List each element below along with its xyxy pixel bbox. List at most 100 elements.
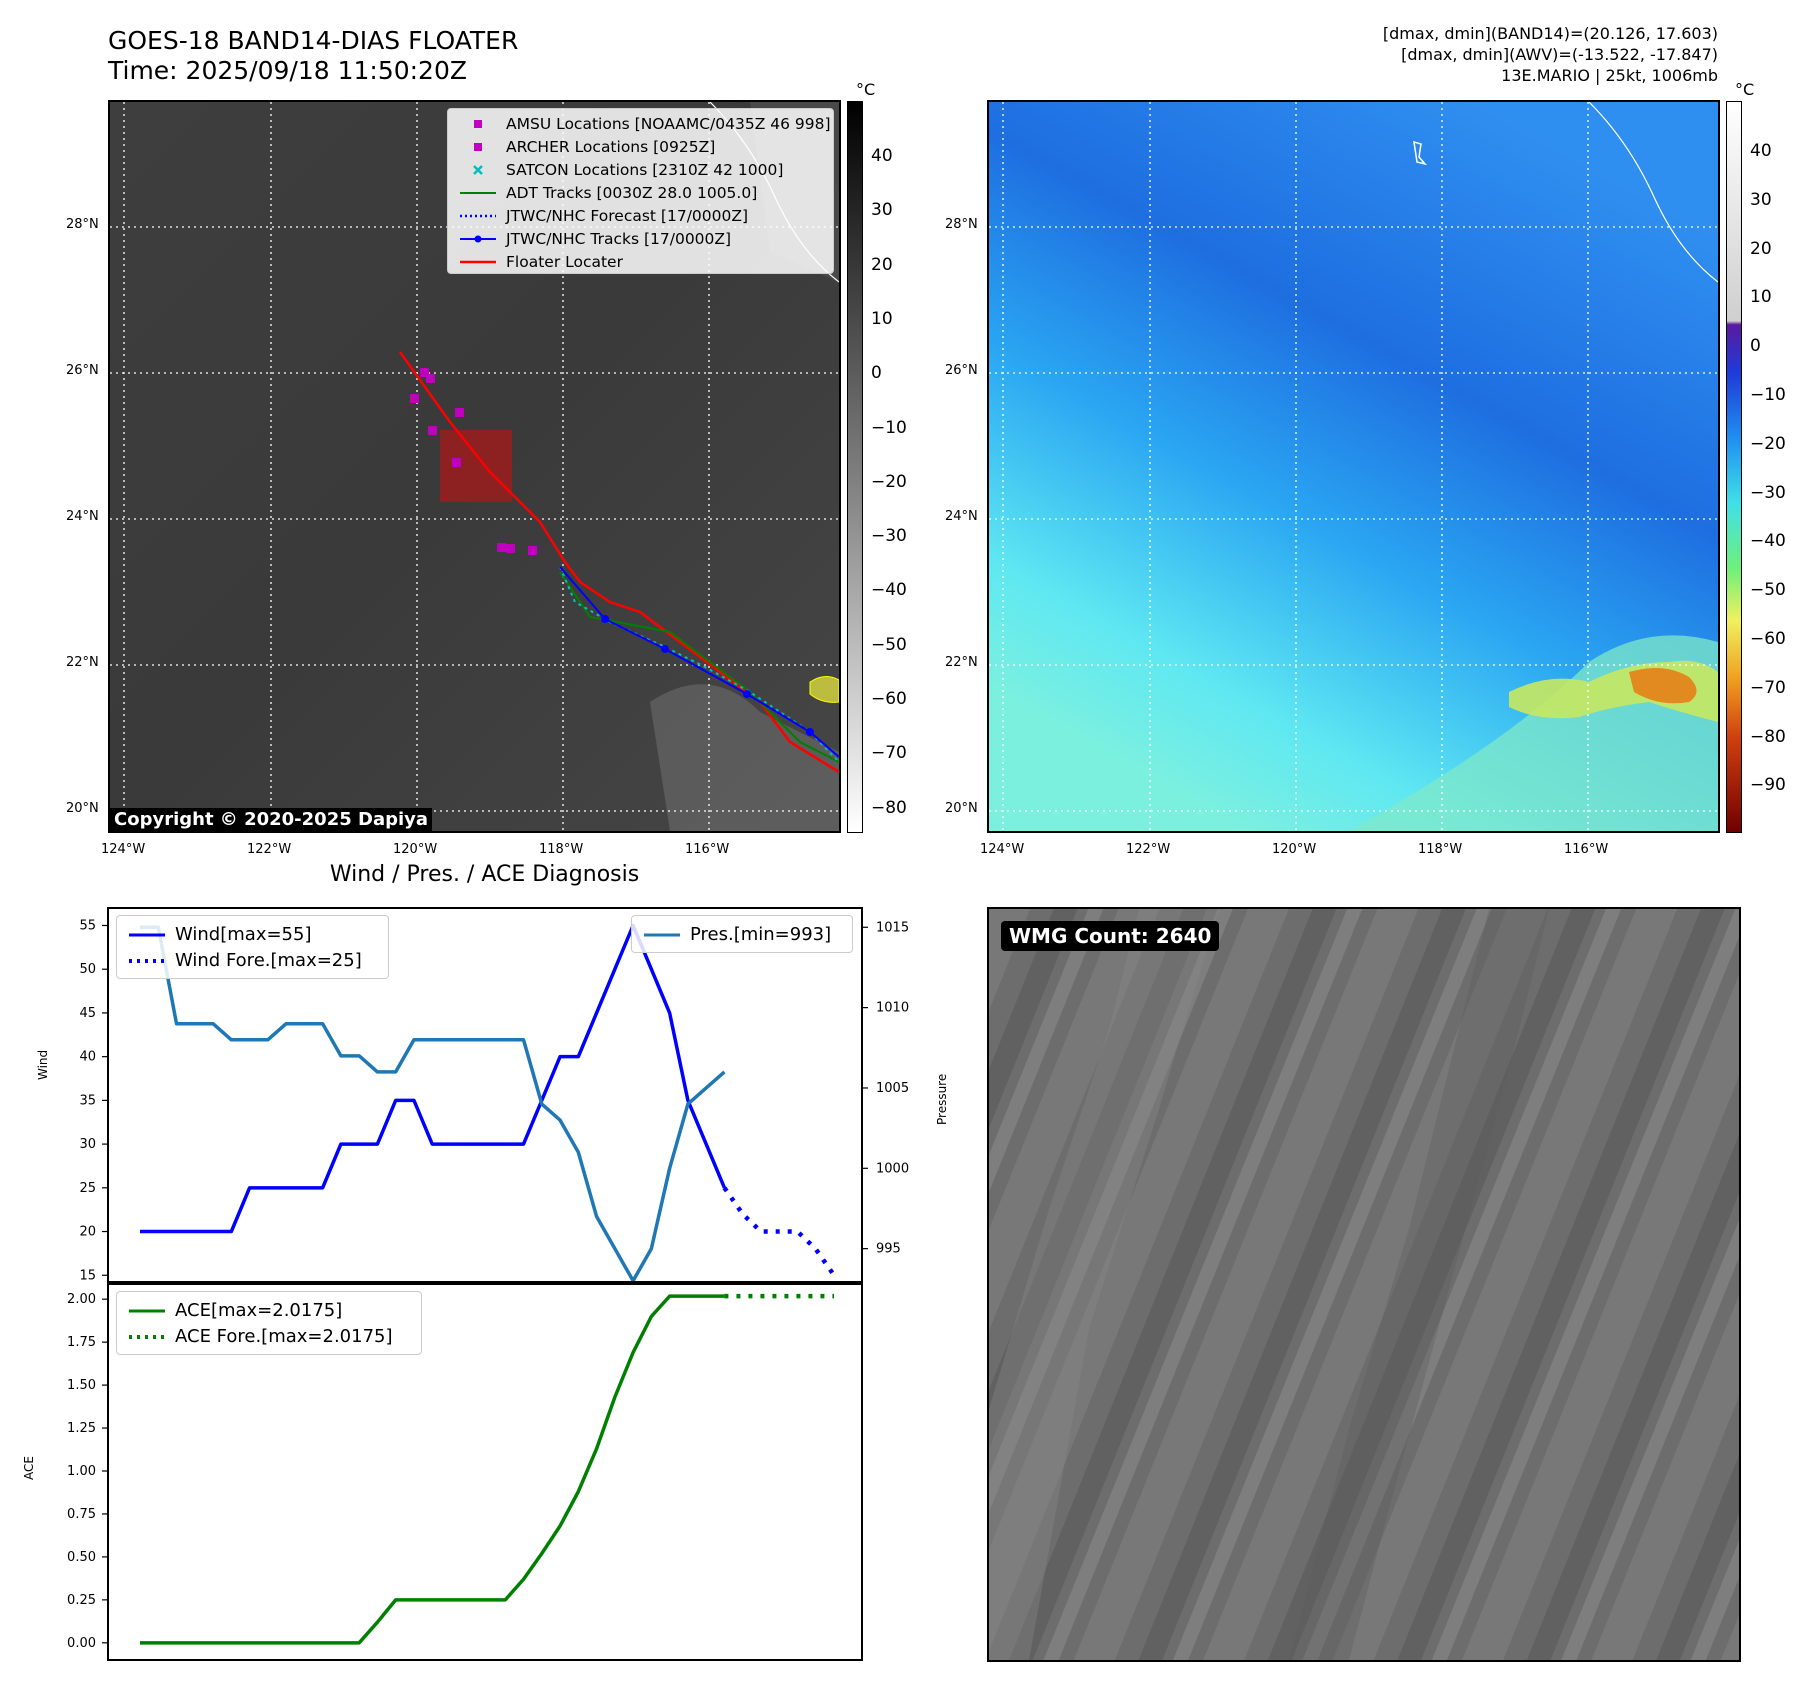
info-storm: 13E.MARIO | 25kt, 1006mb	[1501, 66, 1718, 85]
y-tick-label: 1010	[876, 1001, 909, 1016]
lat-label: 22°N	[945, 655, 978, 670]
colorbar-tick-label: −50	[1750, 580, 1786, 601]
colorbar-tick-label: 40	[1750, 141, 1772, 161]
y-tick-label: 2.00	[67, 1292, 96, 1307]
ir-colorbar	[847, 101, 863, 833]
y-tick-label: 40	[79, 1050, 96, 1065]
lon-label: 120°W	[393, 842, 438, 857]
lat-label: 22°N	[66, 655, 99, 670]
colorbar-tick-label: −40	[1750, 531, 1786, 552]
y-tick-label: 35	[79, 1093, 96, 1108]
colorbar-tick-label: 10	[871, 308, 893, 329]
cold-cloud	[809, 676, 839, 703]
wind-legend: Wind[max=55] Wind Fore.[max=25]	[116, 915, 389, 979]
cold-top-region	[1629, 668, 1697, 704]
lat-label: 26°N	[66, 363, 99, 378]
floater-box	[440, 430, 512, 502]
coastline	[1588, 102, 1718, 283]
colorbar-tick-label: 20	[871, 254, 893, 275]
ir-colorbar-unit: °C	[856, 80, 876, 99]
y-tick-label: 0.25	[67, 1593, 96, 1608]
y-tick-label: 1015	[876, 920, 909, 935]
ir-map-panel: AMSU Locations [NOAAMC/0435Z 46 998] ARC…	[108, 100, 841, 833]
y-tick-label: 25	[79, 1181, 96, 1196]
colorbar-tick-label: 10	[1750, 287, 1772, 308]
diagnosis-title: Wind / Pres. / ACE Diagnosis	[329, 862, 640, 887]
lon-label: 118°W	[539, 842, 584, 857]
y-tick-label: 0.75	[67, 1507, 96, 1522]
y-tick-label: 1.25	[67, 1421, 96, 1436]
lon-label: 116°W	[685, 842, 730, 857]
series-line	[722, 1186, 836, 1277]
jtwc-track	[559, 566, 839, 758]
colorbar-tick-label: −20	[1750, 433, 1786, 454]
lat-label: 26°N	[945, 363, 978, 378]
awv-map-image	[989, 102, 1718, 831]
lon-label: 122°W	[1126, 842, 1171, 857]
y-tick-label: 1.00	[67, 1464, 96, 1479]
y-tick-label: 1.50	[67, 1378, 96, 1393]
y-tick-label: 20	[79, 1225, 96, 1240]
amsu-archer-locations	[410, 368, 537, 555]
lat-label: 24°N	[945, 509, 978, 524]
colorbar-tick-label: −70	[871, 743, 907, 764]
info-band14-range: [dmax, dmin](BAND14)=(20.126, 17.603)	[1382, 24, 1718, 43]
island-outline	[1413, 140, 1428, 166]
ace-legend: ACE[max=2.0175] ACE Fore.[max=2.0175]	[116, 1291, 422, 1355]
lon-label: 122°W	[247, 842, 292, 857]
lon-label: 124°W	[980, 842, 1025, 857]
awv-colorbar	[1726, 101, 1742, 833]
lat-label: 28°N	[66, 217, 99, 232]
lon-label: 116°W	[1564, 842, 1609, 857]
colorbar-tick-label: −60	[871, 689, 907, 709]
colorbar-tick-label: 30	[871, 200, 893, 221]
awv-colorbar-unit: °C	[1735, 80, 1755, 99]
lat-label: 28°N	[945, 217, 978, 232]
series-line	[140, 1294, 725, 1645]
y-tick-label: 1005	[876, 1081, 909, 1096]
colorbar-tick-label: −10	[1750, 385, 1786, 405]
lat-label: 24°N	[66, 509, 99, 524]
lat-label: 20°N	[66, 801, 99, 816]
lon-label: 124°W	[101, 842, 146, 857]
colorbar-tick-label: −20	[871, 471, 907, 492]
y-tick-label: 1.75	[67, 1335, 96, 1350]
colorbar-tick-label: −50	[871, 634, 907, 655]
y-tick-label: 995	[876, 1242, 901, 1257]
figure-time: Time: 2025/09/18 11:50:20Z	[108, 56, 467, 85]
colorbar-tick-label: −30	[871, 526, 907, 547]
map-gridlines	[989, 102, 1718, 831]
colorbar-tick-label: −10	[871, 417, 907, 438]
colorbar-tick-label: 40	[871, 146, 893, 166]
awv-map-panel	[987, 100, 1720, 833]
y-tick-label: 1000	[876, 1161, 909, 1176]
pressure-legend: Pres.[min=993]	[631, 915, 853, 953]
lat-label: 20°N	[945, 801, 978, 816]
lon-label: 120°W	[1272, 842, 1317, 857]
y-tick-label: 45	[79, 1006, 96, 1021]
wmg-image	[989, 909, 1739, 1660]
plot-frame	[107, 907, 863, 1285]
pressure-axis-label: Pressure	[935, 1073, 949, 1125]
wind-axis-label: Wind	[36, 1049, 50, 1080]
cloud-shading	[650, 684, 839, 831]
y-tick-label: 30	[79, 1137, 96, 1152]
lon-label: 118°W	[1418, 842, 1463, 857]
wmg-count-label: WMG Count: 2640	[1001, 921, 1220, 951]
wmg-panel: WMG Count: 2640	[987, 907, 1741, 1662]
colorbar-tick-label: 20	[1750, 238, 1772, 259]
colorbar-tick-label: −80	[1750, 726, 1786, 747]
figure-title: GOES-18 BAND14-DIAS FLOATER	[108, 26, 519, 55]
colorbar-tick-label: −60	[1750, 629, 1786, 649]
colorbar-tick-label: −90	[1750, 775, 1786, 796]
series-line	[140, 925, 726, 1283]
colorbar-tick-label: 0	[871, 363, 882, 384]
colorbar-tick-label: −40	[871, 580, 907, 601]
ir-map-legend: AMSU Locations [NOAAMC/0435Z 46 998] ARC…	[447, 108, 834, 274]
wind-pressure-chart: 15 20 25 30 35 40 45 50 55 995 1000 1005 1010 1015	[79, 907, 909, 1285]
colorbar-tick-label: 30	[1750, 189, 1772, 210]
adt-track	[559, 571, 839, 763]
colorbar-tick-label: −80	[871, 797, 907, 818]
colorbar-tick-label: −70	[1750, 677, 1786, 698]
ace-chart: 0.00 0.25 0.50 0.75 1.00 1.25 1.50 1.75 2.00	[67, 1281, 863, 1661]
